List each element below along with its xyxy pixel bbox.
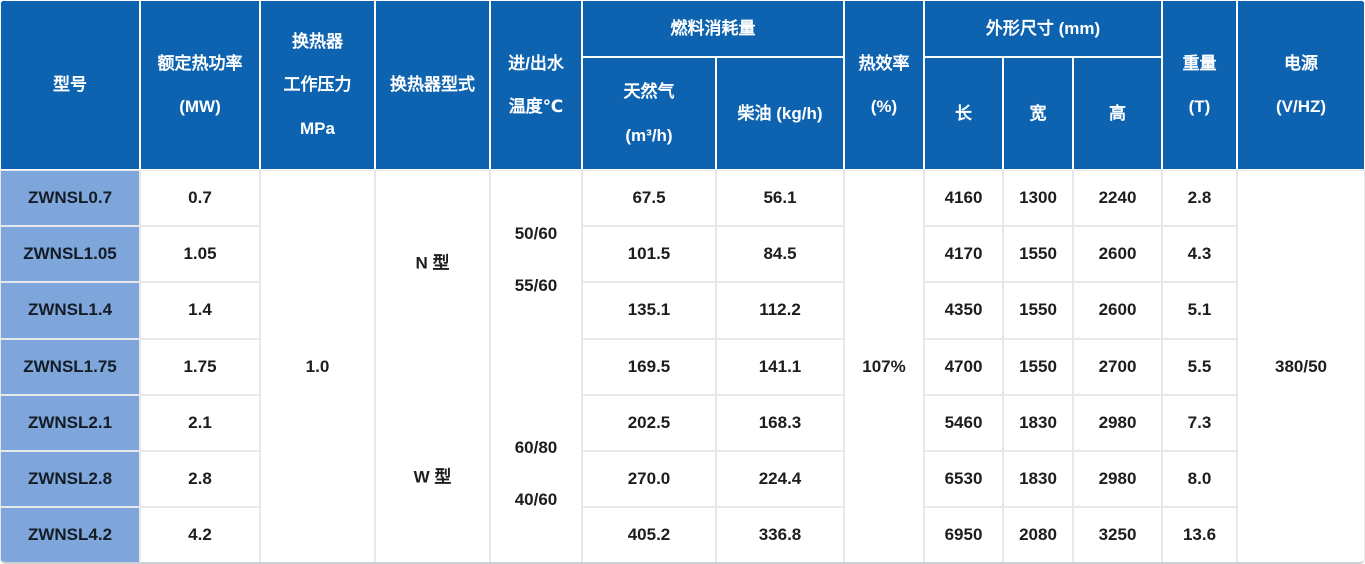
cell-exchanger-type-merged: N 型 W 型 xyxy=(375,170,490,562)
cell-length: 6950 xyxy=(924,507,1003,562)
cell-weight: 8.0 xyxy=(1162,450,1237,508)
cell-length: 5460 xyxy=(924,394,1003,451)
cell-rated-power: 4.2 xyxy=(140,507,260,562)
cell-height: 3250 xyxy=(1073,507,1162,562)
temp-value: 40/60 xyxy=(514,490,558,510)
cell-length: 4170 xyxy=(924,226,1003,283)
cell-pressure-merged: 1.0 xyxy=(260,170,375,562)
cell-rated-power: 1.05 xyxy=(140,226,260,283)
cell-gas: 169.5 xyxy=(582,338,716,395)
type-w-label: W 型 xyxy=(413,467,452,487)
header-model: 型号 xyxy=(0,0,140,170)
cell-model: ZWNSL0.7 xyxy=(0,170,140,227)
header-width: 宽 xyxy=(1003,57,1073,170)
cell-model: ZWNSL2.1 xyxy=(0,394,140,451)
cell-length: 6530 xyxy=(924,450,1003,508)
temp-value: 50/60 xyxy=(514,224,558,243)
cell-height: 2600 xyxy=(1073,282,1162,339)
cell-width: 1550 xyxy=(1003,226,1073,283)
header-rated-power: 额定热功率 (MW) xyxy=(140,0,260,170)
cell-diesel: 84.5 xyxy=(716,226,844,283)
cell-width: 2080 xyxy=(1003,507,1073,562)
cell-gas: 270.0 xyxy=(582,450,716,508)
header-power-supply: 电源 (V/HZ) xyxy=(1237,0,1365,170)
cell-model: ZWNSL1.05 xyxy=(0,226,140,283)
temp-value: 60/80 xyxy=(514,437,558,457)
cell-weight: 5.5 xyxy=(1162,338,1237,395)
header-dims-group: 外形尺寸 (mm) xyxy=(924,0,1162,57)
cell-rated-power: 1.4 xyxy=(140,282,260,339)
header-height: 高 xyxy=(1073,57,1162,170)
cell-width: 1830 xyxy=(1003,394,1073,451)
header-efficiency: 热效率 (%) xyxy=(844,0,924,170)
cell-water-temp-merged: 50/60 55/60 60/80 40/60 xyxy=(490,170,582,562)
cell-length: 4350 xyxy=(924,282,1003,339)
cell-gas: 67.5 xyxy=(582,170,716,227)
cell-gas: 101.5 xyxy=(582,226,716,283)
cell-rated-power: 1.75 xyxy=(140,338,260,395)
cell-model: ZWNSL4.2 xyxy=(0,507,140,562)
cell-height: 2600 xyxy=(1073,226,1162,283)
cell-gas: 202.5 xyxy=(582,394,716,451)
cell-model: ZWNSL1.4 xyxy=(0,282,140,339)
cell-weight: 2.8 xyxy=(1162,170,1237,227)
header-fuel-group: 燃料消耗量 xyxy=(582,0,844,57)
cell-gas: 405.2 xyxy=(582,507,716,562)
header-exchanger-type: 换热器型式 xyxy=(375,0,490,170)
cell-width: 1300 xyxy=(1003,170,1073,227)
cell-diesel: 112.2 xyxy=(716,282,844,339)
cell-power-supply-merged: 380/50 xyxy=(1237,170,1365,562)
cell-model: ZWNSL2.8 xyxy=(0,450,140,508)
cell-height: 2700 xyxy=(1073,338,1162,395)
cell-width: 1830 xyxy=(1003,450,1073,508)
header-weight: 重量 (T) xyxy=(1162,0,1237,170)
header-work-pressure: 换热器 工作压力 MPa xyxy=(260,0,375,170)
temp-value: 55/60 xyxy=(514,275,558,295)
cell-diesel: 141.1 xyxy=(716,338,844,395)
header-length: 长 xyxy=(924,57,1003,170)
cell-model: ZWNSL1.75 xyxy=(0,338,140,395)
cell-weight: 5.1 xyxy=(1162,282,1237,339)
cell-width: 1550 xyxy=(1003,282,1073,339)
cell-gas: 135.1 xyxy=(582,282,716,339)
cell-width: 1550 xyxy=(1003,338,1073,395)
cell-diesel: 224.4 xyxy=(716,450,844,508)
cell-height: 2980 xyxy=(1073,394,1162,451)
header-diesel: 柴油 (kg/h) xyxy=(716,57,844,170)
cell-weight: 4.3 xyxy=(1162,226,1237,283)
cell-rated-power: 0.7 xyxy=(140,170,260,227)
cell-height: 2240 xyxy=(1073,170,1162,227)
cell-length: 4160 xyxy=(924,170,1003,227)
cell-diesel: 336.8 xyxy=(716,507,844,562)
cell-weight: 13.6 xyxy=(1162,507,1237,562)
cell-efficiency-merged: 107% xyxy=(844,170,924,562)
header-gas: 天然气 (m³/h) xyxy=(582,57,716,170)
cell-length: 4700 xyxy=(924,338,1003,395)
cell-height: 2980 xyxy=(1073,450,1162,508)
cell-rated-power: 2.8 xyxy=(140,450,260,508)
cell-diesel: 56.1 xyxy=(716,170,844,227)
header-water-temp: 进/出水 温度℃ xyxy=(490,0,582,170)
cell-diesel: 168.3 xyxy=(716,394,844,451)
cell-weight: 7.3 xyxy=(1162,394,1237,451)
cell-rated-power: 2.1 xyxy=(140,394,260,451)
type-n-label: N 型 xyxy=(415,253,450,273)
